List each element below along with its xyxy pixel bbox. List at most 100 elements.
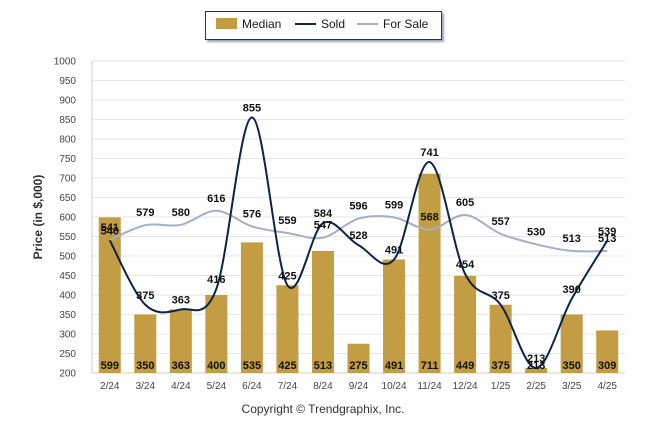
data-label-median: 449 (456, 360, 474, 372)
legend-item-forsale: For Sale (357, 17, 428, 31)
x-tick-label: 6/24 (242, 381, 262, 392)
x-tick-label: 2/25 (526, 381, 546, 392)
bar-median (383, 259, 406, 373)
y-tick-label: 900 (59, 96, 76, 107)
legend-item-median: Median (216, 17, 281, 31)
x-tick-label: 3/25 (562, 381, 582, 392)
data-label-sold: 390 (563, 284, 581, 296)
bar-median (311, 250, 334, 373)
y-tick-label: 800 (59, 135, 76, 146)
data-label-forsale: 605 (456, 197, 474, 209)
data-label-sold: 528 (349, 230, 367, 242)
bar-median (347, 343, 370, 373)
data-label-forsale: 616 (207, 193, 225, 205)
y-tick-label: 350 (59, 310, 76, 321)
y-tick-label: 400 (59, 291, 76, 302)
data-label-sold: 375 (491, 290, 509, 302)
data-label-sold: 416 (207, 274, 225, 286)
data-label-median: 513 (314, 360, 332, 372)
x-tick-label: 12/24 (453, 381, 478, 392)
data-label-sold: 491 (385, 245, 403, 257)
y-tick-label: 850 (59, 115, 76, 126)
data-label-forsale: 513 (563, 233, 581, 245)
y-tick-label: 500 (59, 252, 76, 263)
bar-median (134, 314, 157, 373)
legend-swatch-median (216, 18, 237, 29)
data-label-sold: 584 (314, 208, 333, 220)
legend-swatch-sold (295, 23, 316, 25)
data-label-forsale: 513 (598, 233, 616, 245)
bar-median (560, 314, 583, 373)
x-tick-label: 10/24 (382, 381, 407, 392)
data-label-median: 491 (385, 360, 403, 372)
data-label-forsale: 580 (172, 207, 190, 219)
y-tick-label: 300 (59, 330, 76, 341)
x-tick-label: 7/24 (278, 381, 298, 392)
x-tick-label: 3/24 (136, 381, 156, 392)
line-sold (108, 116, 609, 369)
y-tick-label: 1000 (54, 57, 77, 68)
data-label-median: 213 (527, 360, 545, 372)
y-tick-label: 250 (59, 349, 76, 360)
data-label-median: 599 (101, 360, 119, 372)
data-label-median: 425 (278, 360, 296, 372)
data-label-forsale: 547 (314, 220, 332, 232)
data-label-median: 711 (421, 360, 439, 372)
data-label-sold: 741 (420, 147, 438, 159)
y-axis-title: Price (in $,000) (31, 175, 45, 260)
line-forsale (109, 209, 608, 253)
data-label-sold: 540 (101, 225, 119, 237)
bar-median (169, 309, 192, 373)
data-label-forsale: 559 (278, 215, 296, 227)
data-label-forsale: 557 (491, 216, 509, 228)
bar-median (454, 275, 477, 373)
y-tick-label: 200 (59, 369, 76, 380)
y-tick-label: 750 (59, 154, 76, 165)
y-tick-label: 600 (59, 213, 76, 224)
bar-median (205, 295, 228, 373)
data-label-forsale: 579 (136, 207, 154, 219)
bar-median (525, 367, 548, 373)
x-tick-label: 9/24 (349, 381, 369, 392)
data-label-median: 375 (491, 360, 509, 372)
x-tick-label: 4/25 (597, 381, 617, 392)
legend-swatch-forsale (357, 23, 378, 25)
data-label-sold: 855 (243, 103, 261, 115)
data-label-sold: 375 (136, 290, 154, 302)
bar-median (489, 304, 512, 373)
data-label-median: 350 (136, 360, 154, 372)
bar-median (418, 173, 441, 373)
data-label-forsale: 530 (527, 226, 545, 238)
y-tick-label: 950 (59, 76, 76, 87)
legend-label-median: Median (242, 17, 282, 31)
y-tick-label: 550 (59, 232, 76, 243)
x-tick-label: 8/24 (313, 381, 333, 392)
legend-item-sold: Sold (295, 17, 345, 31)
bar-median (596, 330, 619, 373)
data-label-forsale: 599 (385, 199, 403, 211)
copyright-text: Copyright © Trendgraphix, Inc. (241, 402, 405, 416)
data-label-median: 535 (243, 360, 261, 372)
data-label-forsale: 568 (420, 211, 438, 223)
x-tick-label: 11/24 (417, 381, 442, 392)
y-tick-label: 450 (59, 271, 76, 282)
bar-median (240, 242, 263, 373)
data-label-sold: 539 (598, 226, 616, 238)
x-tick-label: 1/25 (491, 381, 511, 392)
bar-median (98, 217, 121, 373)
data-label-forsale: 576 (243, 208, 261, 220)
data-label-forsale: 541 (101, 222, 119, 234)
x-tick-label: 5/24 (207, 381, 227, 392)
data-label-sold: 363 (172, 294, 190, 306)
data-label-median: 275 (349, 360, 367, 372)
data-label-median: 363 (172, 360, 190, 372)
x-tick-label: 2/24 (100, 381, 120, 392)
data-label-sold: 213 (527, 353, 545, 365)
data-label-forsale: 596 (349, 201, 367, 213)
y-tick-label: 650 (59, 193, 76, 204)
data-label-sold: 454 (456, 259, 475, 271)
x-tick-label: 4/24 (171, 381, 191, 392)
legend: Median Sold For Sale (205, 11, 442, 40)
y-tick-label: 700 (59, 174, 76, 185)
